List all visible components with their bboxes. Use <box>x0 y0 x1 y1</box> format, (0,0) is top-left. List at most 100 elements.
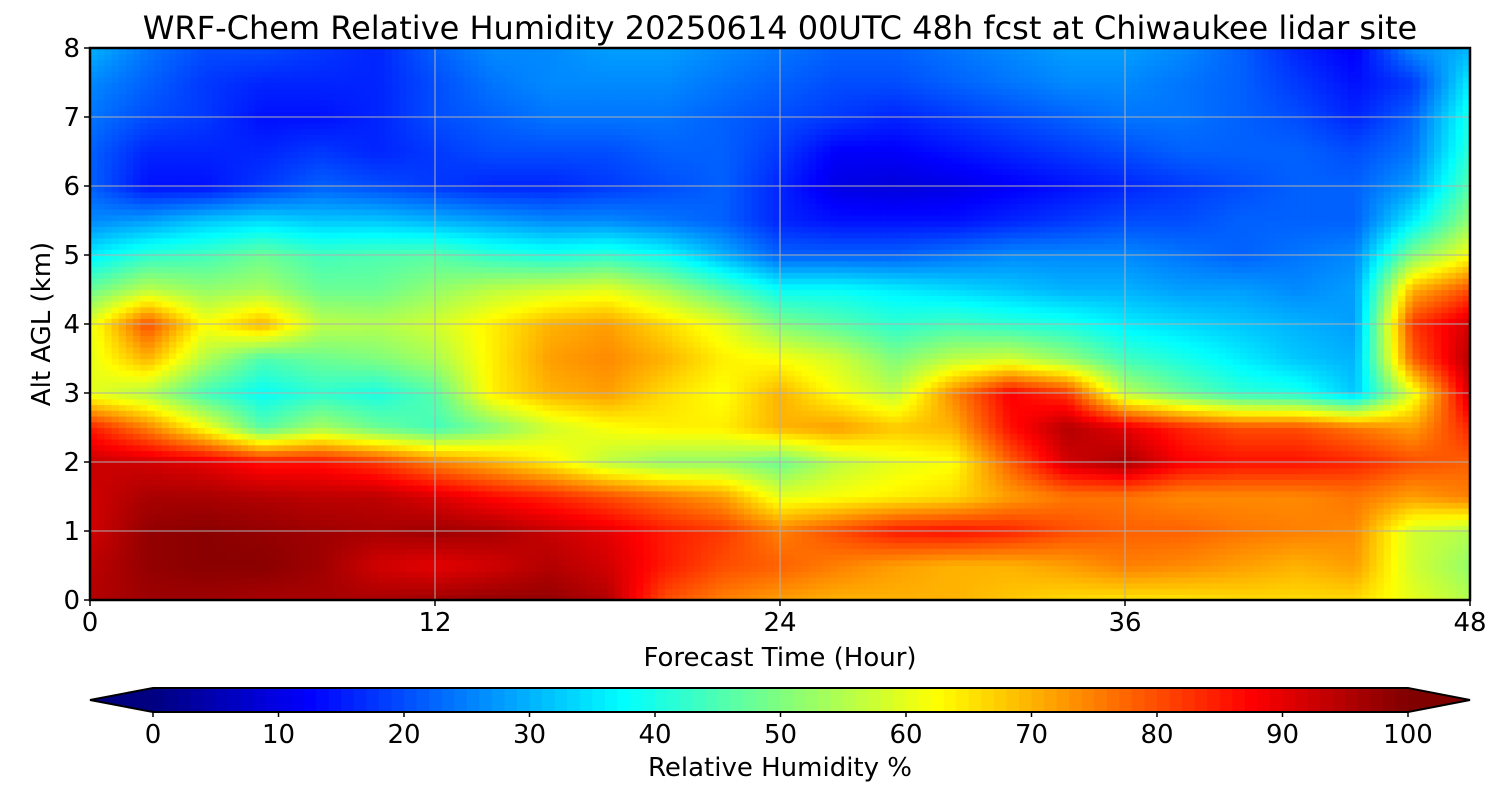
heatmap-cell <box>162 560 170 566</box>
heatmap-cell <box>363 479 371 485</box>
heatmap-cell <box>708 531 716 537</box>
heatmap-cell <box>1348 537 1356 543</box>
heatmap-cell <box>126 468 134 474</box>
heatmap-cell <box>248 554 256 560</box>
heatmap-cell <box>342 577 350 583</box>
heatmap-cell <box>399 474 407 480</box>
heatmap-cell <box>298 479 306 485</box>
heatmap-cell <box>169 485 177 491</box>
heatmap-cell <box>140 537 148 543</box>
heatmap-cell <box>97 571 105 577</box>
heatmap-cell <box>1132 589 1140 595</box>
heatmap-cell <box>1233 491 1241 497</box>
heatmap-cell <box>298 554 306 560</box>
heatmap-cell <box>816 537 824 543</box>
heatmap-cell <box>1046 560 1054 566</box>
heatmap-cell <box>636 508 644 514</box>
heatmap-cell <box>1262 560 1270 566</box>
heatmap-cell <box>1024 560 1032 566</box>
heatmap-cell <box>737 497 745 503</box>
heatmap-cell <box>1075 497 1083 503</box>
heatmap-cell <box>1269 554 1277 560</box>
heatmap-cell <box>500 508 508 514</box>
heatmap-cell <box>1060 485 1068 491</box>
heatmap-cell <box>421 571 429 577</box>
heatmap-cell <box>967 451 975 457</box>
heatmap-cell <box>183 571 191 577</box>
heatmap-cell <box>838 514 846 520</box>
heatmap-cell <box>298 583 306 589</box>
heatmap-cell <box>924 451 932 457</box>
heatmap-cell <box>730 560 738 566</box>
heatmap-cell <box>1434 508 1442 514</box>
heatmap-cell <box>493 577 501 583</box>
heatmap-cell <box>536 560 544 566</box>
heatmap-cell <box>1276 537 1284 543</box>
heatmap-cell <box>593 520 601 526</box>
heatmap-cell <box>629 462 637 468</box>
heatmap-cell <box>183 543 191 549</box>
heatmap-cell <box>665 571 673 577</box>
heatmap-cell <box>924 479 932 485</box>
heatmap-cell <box>234 520 242 526</box>
heatmap-cell <box>1046 508 1054 514</box>
heatmap-cell <box>1183 537 1191 543</box>
heatmap-cell <box>270 502 278 508</box>
heatmap-cell <box>917 554 925 560</box>
heatmap-cell <box>809 514 817 520</box>
heatmap-cell <box>234 543 242 549</box>
heatmap-cell <box>1441 577 1449 583</box>
heatmap-cell <box>787 474 795 480</box>
heatmap-cell <box>270 548 278 554</box>
heatmap-cell <box>1413 508 1421 514</box>
heatmap-cell <box>284 554 292 560</box>
heatmap-cell <box>1262 462 1270 468</box>
heatmap-cell <box>385 514 393 520</box>
heatmap-cell <box>140 462 148 468</box>
heatmap-cell <box>600 560 608 566</box>
heatmap-cell <box>428 531 436 537</box>
heatmap-cell <box>356 474 364 480</box>
heatmap-cell <box>270 589 278 595</box>
heatmap-cell <box>1398 468 1406 474</box>
heatmap-cell <box>1032 502 1040 508</box>
heatmap-cell <box>600 537 608 543</box>
heatmap-cell <box>773 571 781 577</box>
heatmap-cell <box>852 508 860 514</box>
heatmap-cell <box>133 479 141 485</box>
heatmap-cell <box>1298 560 1306 566</box>
heatmap-cell <box>155 451 163 457</box>
heatmap-cell <box>1341 548 1349 554</box>
heatmap-cell <box>1319 462 1327 468</box>
heatmap-cell <box>1103 548 1111 554</box>
heatmap-cell <box>1139 474 1147 480</box>
heatmap-cell <box>342 583 350 589</box>
heatmap-cell <box>1312 537 1320 543</box>
heatmap-cell <box>643 474 651 480</box>
heatmap-cell <box>485 543 493 549</box>
heatmap-cell <box>1060 589 1068 595</box>
heatmap-cell <box>557 479 565 485</box>
heatmap-cell <box>464 485 472 491</box>
heatmap-cell <box>564 497 572 503</box>
heatmap-cell <box>442 554 450 560</box>
heatmap-cell <box>852 537 860 543</box>
heatmap-cell <box>679 520 687 526</box>
heatmap-cell <box>457 531 465 537</box>
heatmap-cell <box>1262 468 1270 474</box>
heatmap-cell <box>471 577 479 583</box>
heatmap-cell <box>715 589 723 595</box>
heatmap-cell <box>945 531 953 537</box>
heatmap-cell <box>413 508 421 514</box>
heatmap-cell <box>198 491 206 497</box>
heatmap-cell <box>191 554 199 560</box>
heatmap-cell <box>715 497 723 503</box>
heatmap-cell <box>1333 537 1341 543</box>
heatmap-cell <box>1247 474 1255 480</box>
heatmap-cell <box>953 583 961 589</box>
heatmap-cell <box>1017 485 1025 491</box>
heatmap-cell <box>277 531 285 537</box>
heatmap-cell <box>1240 479 1248 485</box>
heatmap-cell <box>313 571 321 577</box>
heatmap-cell <box>1118 566 1126 572</box>
